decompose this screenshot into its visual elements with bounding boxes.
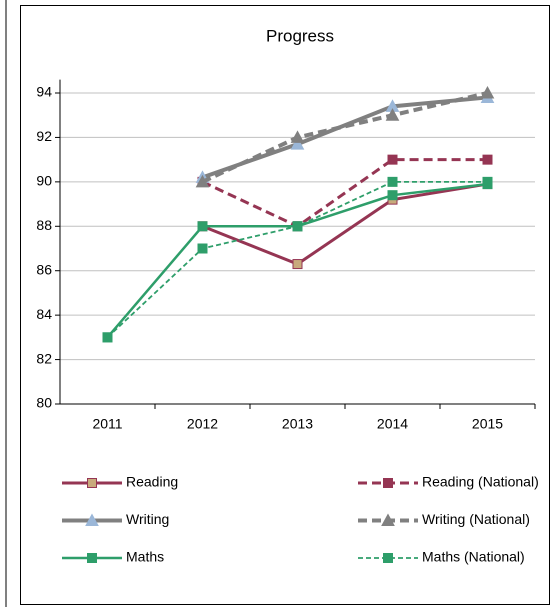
- data-point: [482, 176, 493, 187]
- series-line: [201, 182, 488, 266]
- data-point: [290, 137, 305, 150]
- data-point: [292, 221, 303, 232]
- x-tick-label: 2015: [472, 416, 503, 432]
- legend-marker: [85, 513, 99, 526]
- series-line: [201, 158, 488, 229]
- y-tick-label: 88: [36, 217, 52, 233]
- data-point: [387, 154, 398, 165]
- data-point: [387, 190, 398, 201]
- series-line: [201, 95, 488, 180]
- legend-marker: [87, 553, 97, 563]
- legend-label: Maths: [126, 549, 164, 565]
- legend-label: Writing: [126, 511, 169, 527]
- legend-label: Reading (National): [422, 474, 539, 490]
- data-point: [385, 108, 400, 121]
- data-point: [480, 85, 495, 99]
- legend-label: Reading: [126, 474, 178, 490]
- legend-marker: [383, 478, 393, 488]
- legend-marker: [383, 553, 393, 563]
- y-tick-label: 86: [36, 261, 52, 277]
- chart-border: [20, 5, 550, 605]
- data-point: [290, 130, 305, 143]
- y-tick-label: 94: [36, 84, 52, 100]
- y-tick-label: 84: [36, 306, 52, 322]
- x-tick-label: 2012: [187, 416, 218, 432]
- legend-label: Writing (National): [422, 511, 530, 527]
- x-tick-label: 2014: [377, 416, 408, 432]
- chart-title: Progress: [266, 26, 334, 45]
- data-point: [102, 332, 113, 343]
- x-tick-label: 2013: [282, 416, 313, 432]
- y-tick-label: 92: [36, 128, 52, 144]
- legend-marker: [381, 513, 395, 526]
- data-point: [197, 221, 208, 232]
- y-tick-label: 82: [36, 350, 52, 366]
- data-point: [292, 259, 303, 270]
- data-point: [387, 176, 398, 187]
- data-point: [482, 154, 493, 165]
- y-tick-label: 80: [36, 395, 52, 411]
- legend-marker: [87, 478, 97, 488]
- data-point: [197, 243, 208, 254]
- legend-label: Maths (National): [422, 549, 525, 565]
- x-tick-label: 2011: [92, 416, 122, 432]
- y-tick-label: 90: [36, 173, 52, 189]
- data-point: [195, 174, 210, 188]
